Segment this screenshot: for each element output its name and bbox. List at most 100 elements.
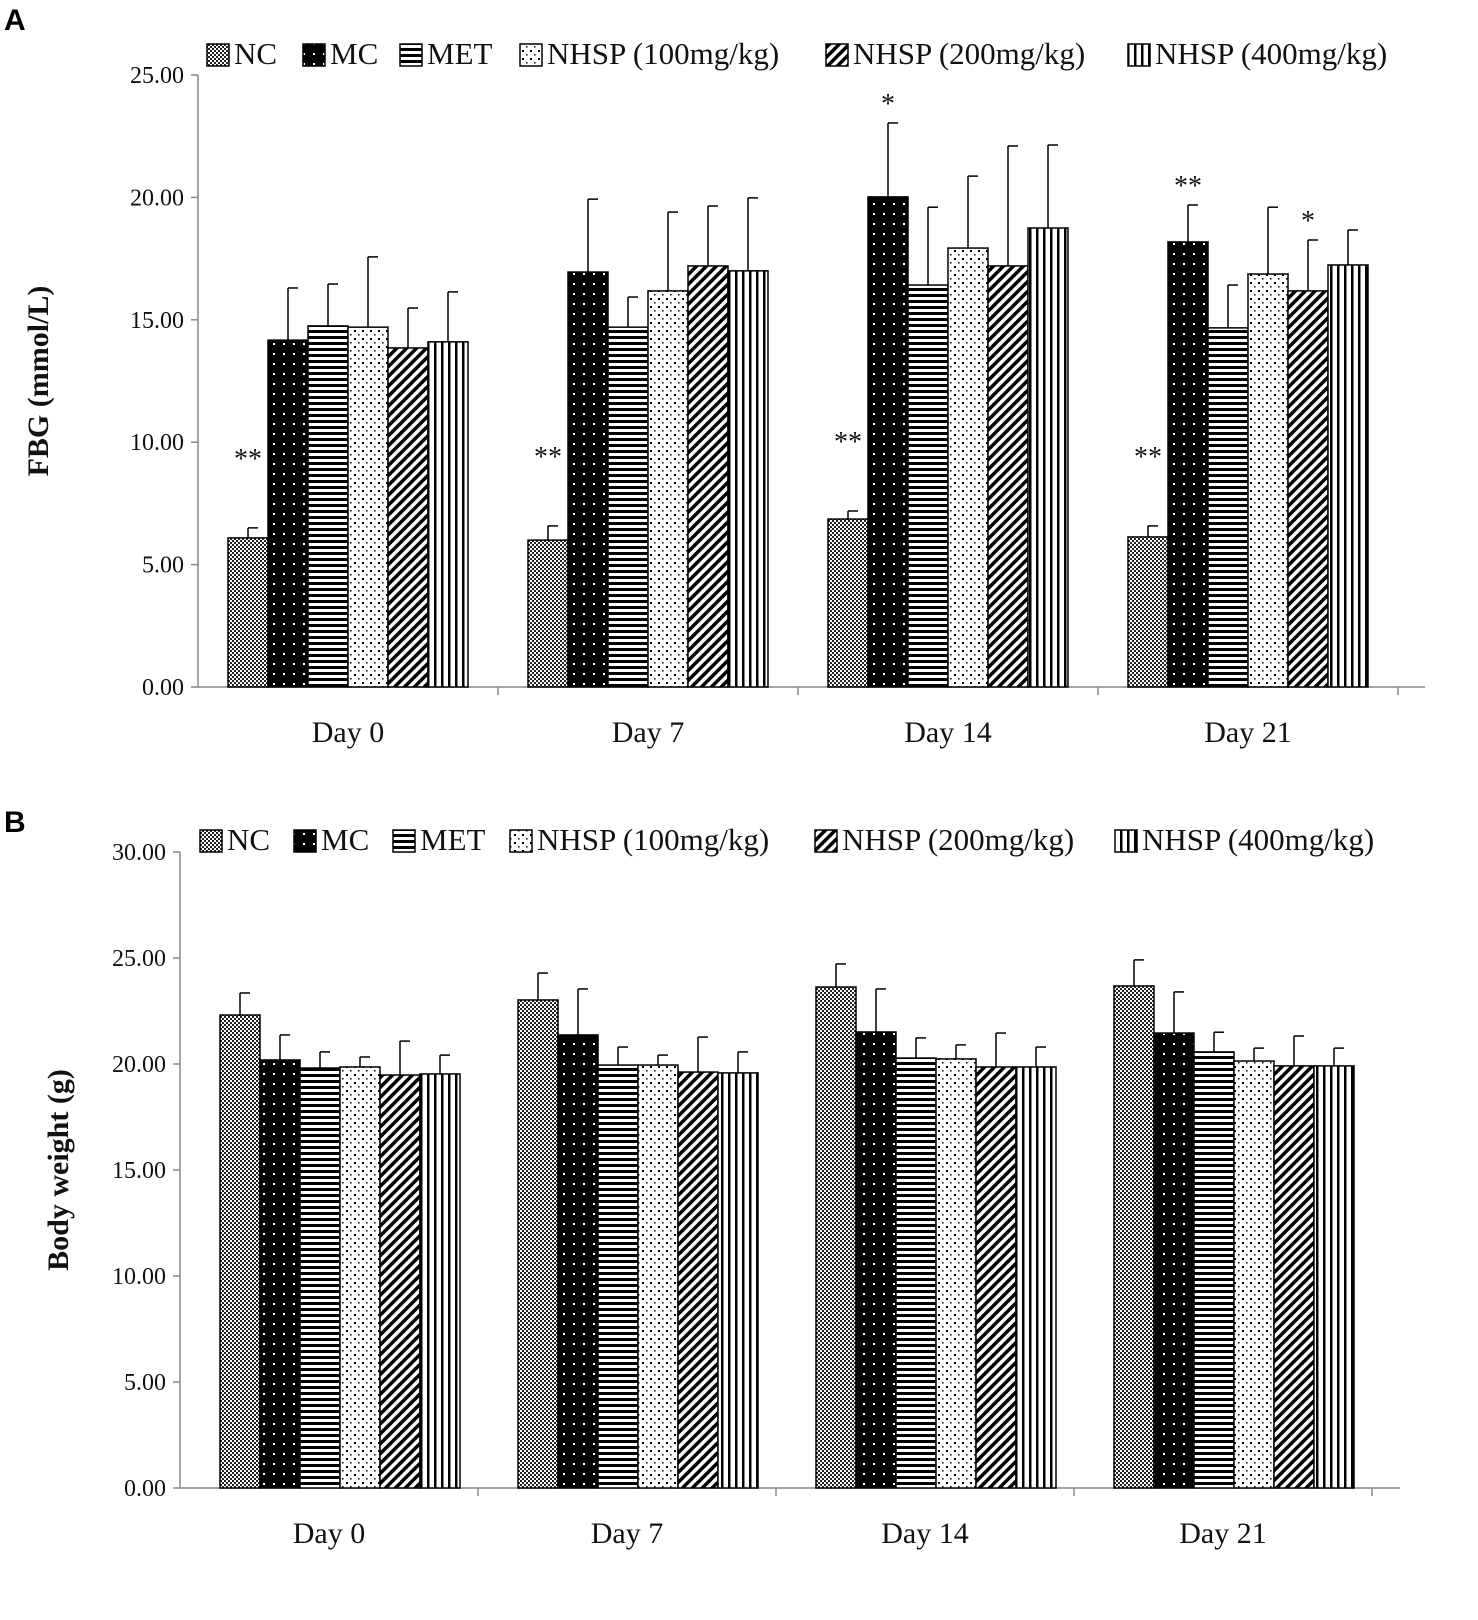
legend-label: NC <box>234 36 277 71</box>
significance-marker: ** <box>1174 171 1202 202</box>
legend-swatch <box>206 43 230 67</box>
legend-swatch <box>392 829 416 853</box>
significance-marker: ** <box>1134 442 1162 473</box>
bar-mc-1 <box>557 1034 599 1489</box>
legend-swatch <box>1127 43 1151 67</box>
bar-nhsp-200mg-kg--2 <box>975 1066 1017 1489</box>
bar-nhsp-100mg-kg--1 <box>647 290 689 688</box>
legend-swatch <box>825 43 849 67</box>
bar-mc-2 <box>867 196 909 688</box>
bar-mc-3 <box>1167 241 1209 688</box>
bar-nhsp-400mg-kg--3 <box>1313 1065 1355 1489</box>
bar-nhsp-400mg-kg--1 <box>717 1072 759 1489</box>
bar-met-3 <box>1193 1051 1235 1489</box>
y-tick-label: 0.00 <box>142 675 184 701</box>
bar-nhsp-400mg-kg--2 <box>1015 1066 1057 1489</box>
y-tick-label: 25.00 <box>130 63 184 89</box>
x-tick-label: Day 0 <box>312 716 384 749</box>
legend-label: NHSP (400mg/kg) <box>1142 822 1374 857</box>
y-tick-label: 0.00 <box>124 1476 166 1502</box>
y-tick-label: 5.00 <box>124 1370 166 1396</box>
legend-label: MC <box>330 36 378 71</box>
bar-nhsp-200mg-kg--3 <box>1287 290 1329 688</box>
legend-label: NHSP (200mg/kg) <box>853 36 1085 71</box>
significance-marker: * <box>1301 206 1315 237</box>
bar-mc-0 <box>259 1059 301 1489</box>
legend-label: NHSP (100mg/kg) <box>537 822 769 857</box>
bar-met-0 <box>307 325 349 688</box>
significance-marker: ** <box>234 444 262 475</box>
bar-nc-1 <box>517 999 559 1489</box>
bar-nhsp-100mg-kg--2 <box>935 1058 977 1489</box>
y-tick-label: 25.00 <box>112 946 166 972</box>
y-axis-label: Body weight (g) <box>42 1069 75 1271</box>
bar-nhsp-400mg-kg--0 <box>419 1073 461 1489</box>
panel-label-b: B <box>4 806 26 839</box>
bar-nc-3 <box>1113 985 1155 1489</box>
bar-mc-0 <box>267 339 309 688</box>
x-tick-label: Day 21 <box>1204 716 1291 749</box>
y-tick-label: 15.00 <box>130 308 184 334</box>
significance-marker: * <box>881 89 895 120</box>
y-tick-label: 15.00 <box>112 1158 166 1184</box>
bar-mc-2 <box>855 1031 897 1489</box>
bar-nhsp-200mg-kg--2 <box>987 265 1029 688</box>
y-tick-label: 5.00 <box>142 553 184 579</box>
x-tick-label: Day 7 <box>612 716 684 749</box>
bar-nhsp-100mg-kg--0 <box>339 1066 381 1489</box>
bar-nc-1 <box>527 539 569 688</box>
bar-nhsp-200mg-kg--0 <box>379 1074 421 1489</box>
x-tick-label: Day 21 <box>1179 1517 1266 1550</box>
x-tick-label: Day 14 <box>881 1517 968 1550</box>
bar-nc-2 <box>827 518 869 688</box>
significance-marker: ** <box>534 442 562 473</box>
bar-met-2 <box>895 1057 937 1489</box>
bar-mc-3 <box>1153 1032 1195 1489</box>
bar-nhsp-400mg-kg--0 <box>427 341 469 688</box>
x-tick-label: Day 14 <box>904 716 991 749</box>
bar-nhsp-200mg-kg--0 <box>387 347 429 688</box>
bar-nhsp-100mg-kg--3 <box>1247 273 1289 688</box>
bar-met-1 <box>607 326 649 688</box>
bar-met-1 <box>597 1064 639 1489</box>
bar-nhsp-100mg-kg--0 <box>347 326 389 688</box>
legend-swatch <box>519 43 543 67</box>
bar-met-3 <box>1207 327 1249 688</box>
legend-swatch <box>814 829 838 853</box>
bar-nc-2 <box>815 986 857 1489</box>
legend-label: MET <box>420 822 486 857</box>
x-tick-label: Day 7 <box>591 1517 663 1550</box>
bar-nhsp-400mg-kg--2 <box>1027 227 1069 688</box>
y-axis-label: FBG (mmol/L) <box>22 286 55 477</box>
chart-a: NC MC MET NHSP (100mg/kg) NHSP (200mg/kg) NHS… <box>22 36 1425 749</box>
y-tick-label: 10.00 <box>112 1264 166 1290</box>
legend-label: MET <box>427 36 493 71</box>
bar-nhsp-200mg-kg--3 <box>1273 1065 1315 1489</box>
legend-swatch <box>1114 829 1138 853</box>
legend-swatch <box>509 829 533 853</box>
bar-nhsp-400mg-kg--1 <box>727 270 769 688</box>
bar-nc-3 <box>1127 536 1169 688</box>
bar-nhsp-200mg-kg--1 <box>687 265 729 688</box>
legend-swatch <box>293 829 317 853</box>
x-tick-label: Day 0 <box>293 1517 365 1550</box>
y-tick-label: 30.00 <box>112 840 166 866</box>
bar-nhsp-400mg-kg--3 <box>1327 264 1369 688</box>
bar-nhsp-200mg-kg--1 <box>677 1071 719 1489</box>
bar-mc-1 <box>567 271 609 688</box>
legend-label: NC <box>227 822 270 857</box>
chart-b: NC MC MET NHSP (100mg/kg) NHSP (200mg/kg) NHS… <box>42 822 1400 1550</box>
bar-nhsp-100mg-kg--2 <box>947 247 989 688</box>
significance-marker: ** <box>834 427 862 458</box>
legend-label: NHSP (200mg/kg) <box>842 822 1074 857</box>
legend-label: NHSP (400mg/kg) <box>1155 36 1387 71</box>
bar-nc-0 <box>219 1014 261 1489</box>
legend-swatch <box>199 829 223 853</box>
legend-label: NHSP (100mg/kg) <box>547 36 779 71</box>
legend-label: MC <box>321 822 369 857</box>
bar-met-0 <box>299 1067 341 1489</box>
bar-met-2 <box>907 284 949 688</box>
bar-nhsp-100mg-kg--3 <box>1233 1060 1275 1489</box>
y-tick-label: 10.00 <box>130 430 184 456</box>
